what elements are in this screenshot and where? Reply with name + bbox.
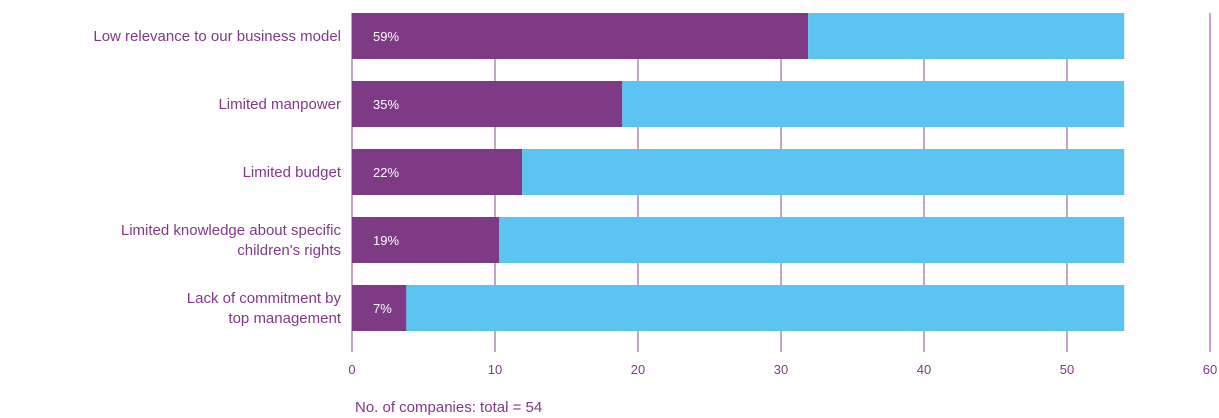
x-tick-label: 0 bbox=[348, 362, 355, 377]
category-label: Lack of commitment by bbox=[187, 290, 342, 307]
x-tick-label: 60 bbox=[1203, 362, 1217, 377]
category-label: Limited manpower bbox=[218, 96, 341, 113]
category-label: Limited knowledge about specific bbox=[121, 222, 342, 239]
bar-value-label: 22% bbox=[373, 165, 399, 180]
bar-value-label: 59% bbox=[373, 29, 399, 44]
bar-segment-remainder bbox=[522, 149, 1125, 195]
bar-value-label: 35% bbox=[373, 97, 399, 112]
x-tick-label: 20 bbox=[631, 362, 645, 377]
bar-segment-primary bbox=[352, 149, 523, 195]
bar-segment-remainder bbox=[499, 217, 1125, 263]
category-label: children's rights bbox=[237, 242, 341, 259]
bar-segment-primary bbox=[352, 13, 809, 59]
category-label: Limited budget bbox=[243, 164, 342, 181]
x-tick-label: 30 bbox=[774, 362, 788, 377]
bar-segment-remainder bbox=[406, 285, 1125, 331]
bar-segment-primary bbox=[352, 285, 407, 331]
x-tick-label: 40 bbox=[917, 362, 931, 377]
bar-segment-remainder bbox=[622, 81, 1125, 127]
x-tick-label: 50 bbox=[1060, 362, 1074, 377]
category-label: Low relevance to our business model bbox=[93, 28, 341, 45]
labels: 0 10 20 30 40 50 60 59% Low relevance to our bus… bbox=[93, 28, 1217, 377]
bar-segment-primary bbox=[352, 217, 500, 263]
chart-footnote: No. of companies: total = 54 bbox=[355, 399, 543, 416]
x-tick-label: 10 bbox=[488, 362, 502, 377]
bar-segment-primary bbox=[352, 81, 623, 127]
bar-segment-remainder bbox=[808, 13, 1125, 59]
category-label: top management bbox=[228, 310, 341, 327]
bar-value-label: 7% bbox=[373, 301, 392, 316]
bars bbox=[352, 13, 1125, 331]
bar-value-label: 19% bbox=[373, 233, 399, 248]
